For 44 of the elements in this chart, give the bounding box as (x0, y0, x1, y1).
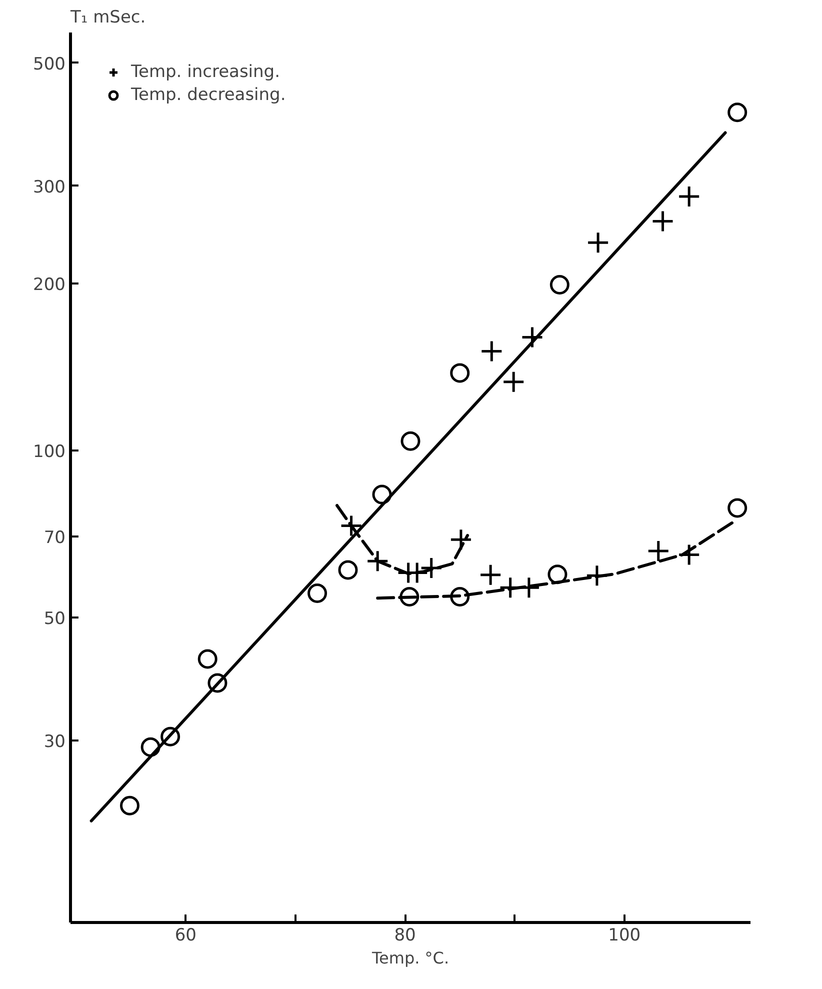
y-tick-label: 50 (44, 609, 66, 630)
point (728, 102, 748, 122)
point (340, 514, 363, 537)
x-axis-title: Temp. °C. (370, 948, 450, 968)
x-tick-label: 80 (394, 926, 416, 946)
legend-label: Temp. decreasing. (131, 85, 286, 105)
x-tick-label: 60 (174, 926, 196, 946)
point (198, 649, 218, 669)
point (120, 796, 140, 816)
point (450, 528, 472, 551)
y-tick-label: 70 (44, 528, 66, 548)
y-tick-label: 500 (33, 54, 66, 74)
point (420, 556, 443, 580)
y-axis-title: T₁ mSec. (70, 8, 146, 28)
point (208, 673, 228, 693)
point (372, 484, 392, 504)
point (400, 431, 420, 451)
legend-label: Temp. increasing. (131, 62, 280, 82)
point (338, 560, 358, 580)
y-tick-label: 200 (33, 275, 66, 296)
point (480, 340, 503, 363)
point (586, 564, 608, 587)
y-tick-label: 30 (44, 732, 66, 752)
point (450, 587, 470, 607)
point (450, 363, 470, 383)
point (140, 737, 160, 757)
point (550, 275, 570, 294)
point (678, 543, 700, 566)
point (502, 370, 525, 394)
point (366, 550, 389, 572)
point (548, 564, 568, 584)
point (479, 564, 502, 586)
point (308, 584, 328, 603)
point (647, 540, 670, 562)
point (678, 185, 700, 208)
point (400, 587, 420, 607)
point (160, 726, 180, 746)
y-tick-label: 300 (33, 177, 66, 198)
point (652, 210, 674, 233)
point (586, 231, 610, 254)
point (728, 498, 748, 518)
y-tick-label: 100 (33, 442, 66, 462)
point (520, 326, 544, 349)
x-tick-label: 100 (608, 926, 641, 946)
